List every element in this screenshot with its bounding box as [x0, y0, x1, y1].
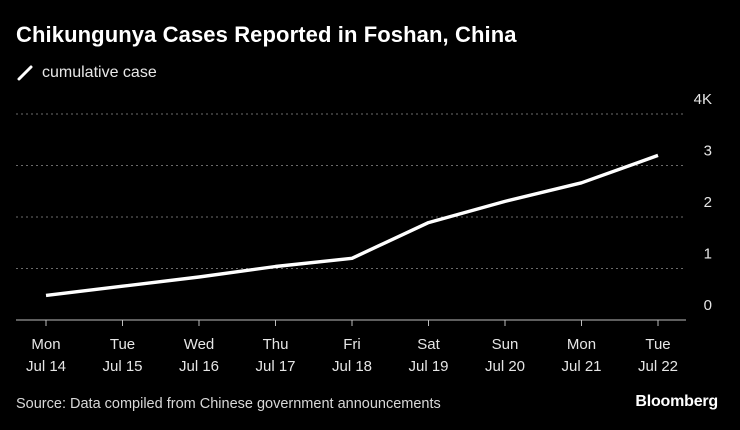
x-tick-label-date: Jul 19 [408, 358, 448, 375]
brand-logo: Bloomberg [635, 393, 718, 410]
chart-title: Chikungunya Cases Reported in Foshan, Ch… [16, 22, 517, 47]
y-tick-label: 1 [704, 246, 712, 263]
series-line-cumulative-case [45, 153, 659, 298]
y-tick-label: 3 [704, 143, 712, 160]
y-tick-label: 4K [694, 91, 712, 108]
x-tick-label-day: Wed [184, 336, 215, 353]
gridlines [16, 113, 686, 321]
x-tick-label-day: Mon [567, 336, 596, 353]
x-tick-label-date: Jul 16 [179, 358, 219, 375]
x-tick-label-date: Jul 15 [102, 358, 142, 375]
x-tick-label-date: Jul 20 [485, 358, 525, 375]
legend: cumulative case [16, 64, 157, 82]
source-note: Source: Data compiled from Chinese gover… [16, 396, 441, 412]
x-tick-label-date: Jul 21 [561, 358, 601, 375]
x-tick-label-day: Sun [492, 336, 519, 353]
x-tick-label-date: Jul 18 [332, 358, 372, 375]
x-tick-label-date: Jul 17 [255, 358, 295, 375]
line-chart: 0 1 2 3 4K Mon Jul 14 Tue Jul 15 Wed Jul 16 Thu Jul… [16, 91, 712, 375]
x-tick-label-date: Jul 14 [26, 358, 66, 375]
legend-label: cumulative case [42, 64, 157, 81]
line-swatch-icon [17, 65, 33, 81]
y-axis: 0 1 2 3 4K [694, 91, 712, 314]
x-tick-label-day: Fri [343, 336, 361, 353]
x-tick-label-day: Tue [110, 336, 135, 353]
x-tick-label-day: Tue [645, 336, 670, 353]
x-axis: Mon Jul 14 Tue Jul 15 Wed Jul 16 Thu Jul 17 Fri J… [26, 320, 678, 375]
x-tick-label-date: Jul 22 [638, 358, 678, 375]
x-tick-label-day: Mon [31, 336, 60, 353]
y-tick-label: 2 [704, 194, 712, 211]
x-tick-label-day: Sat [417, 336, 440, 353]
y-tick-label: 0 [704, 297, 712, 314]
x-tick-label-day: Thu [263, 336, 289, 353]
series [45, 153, 659, 298]
